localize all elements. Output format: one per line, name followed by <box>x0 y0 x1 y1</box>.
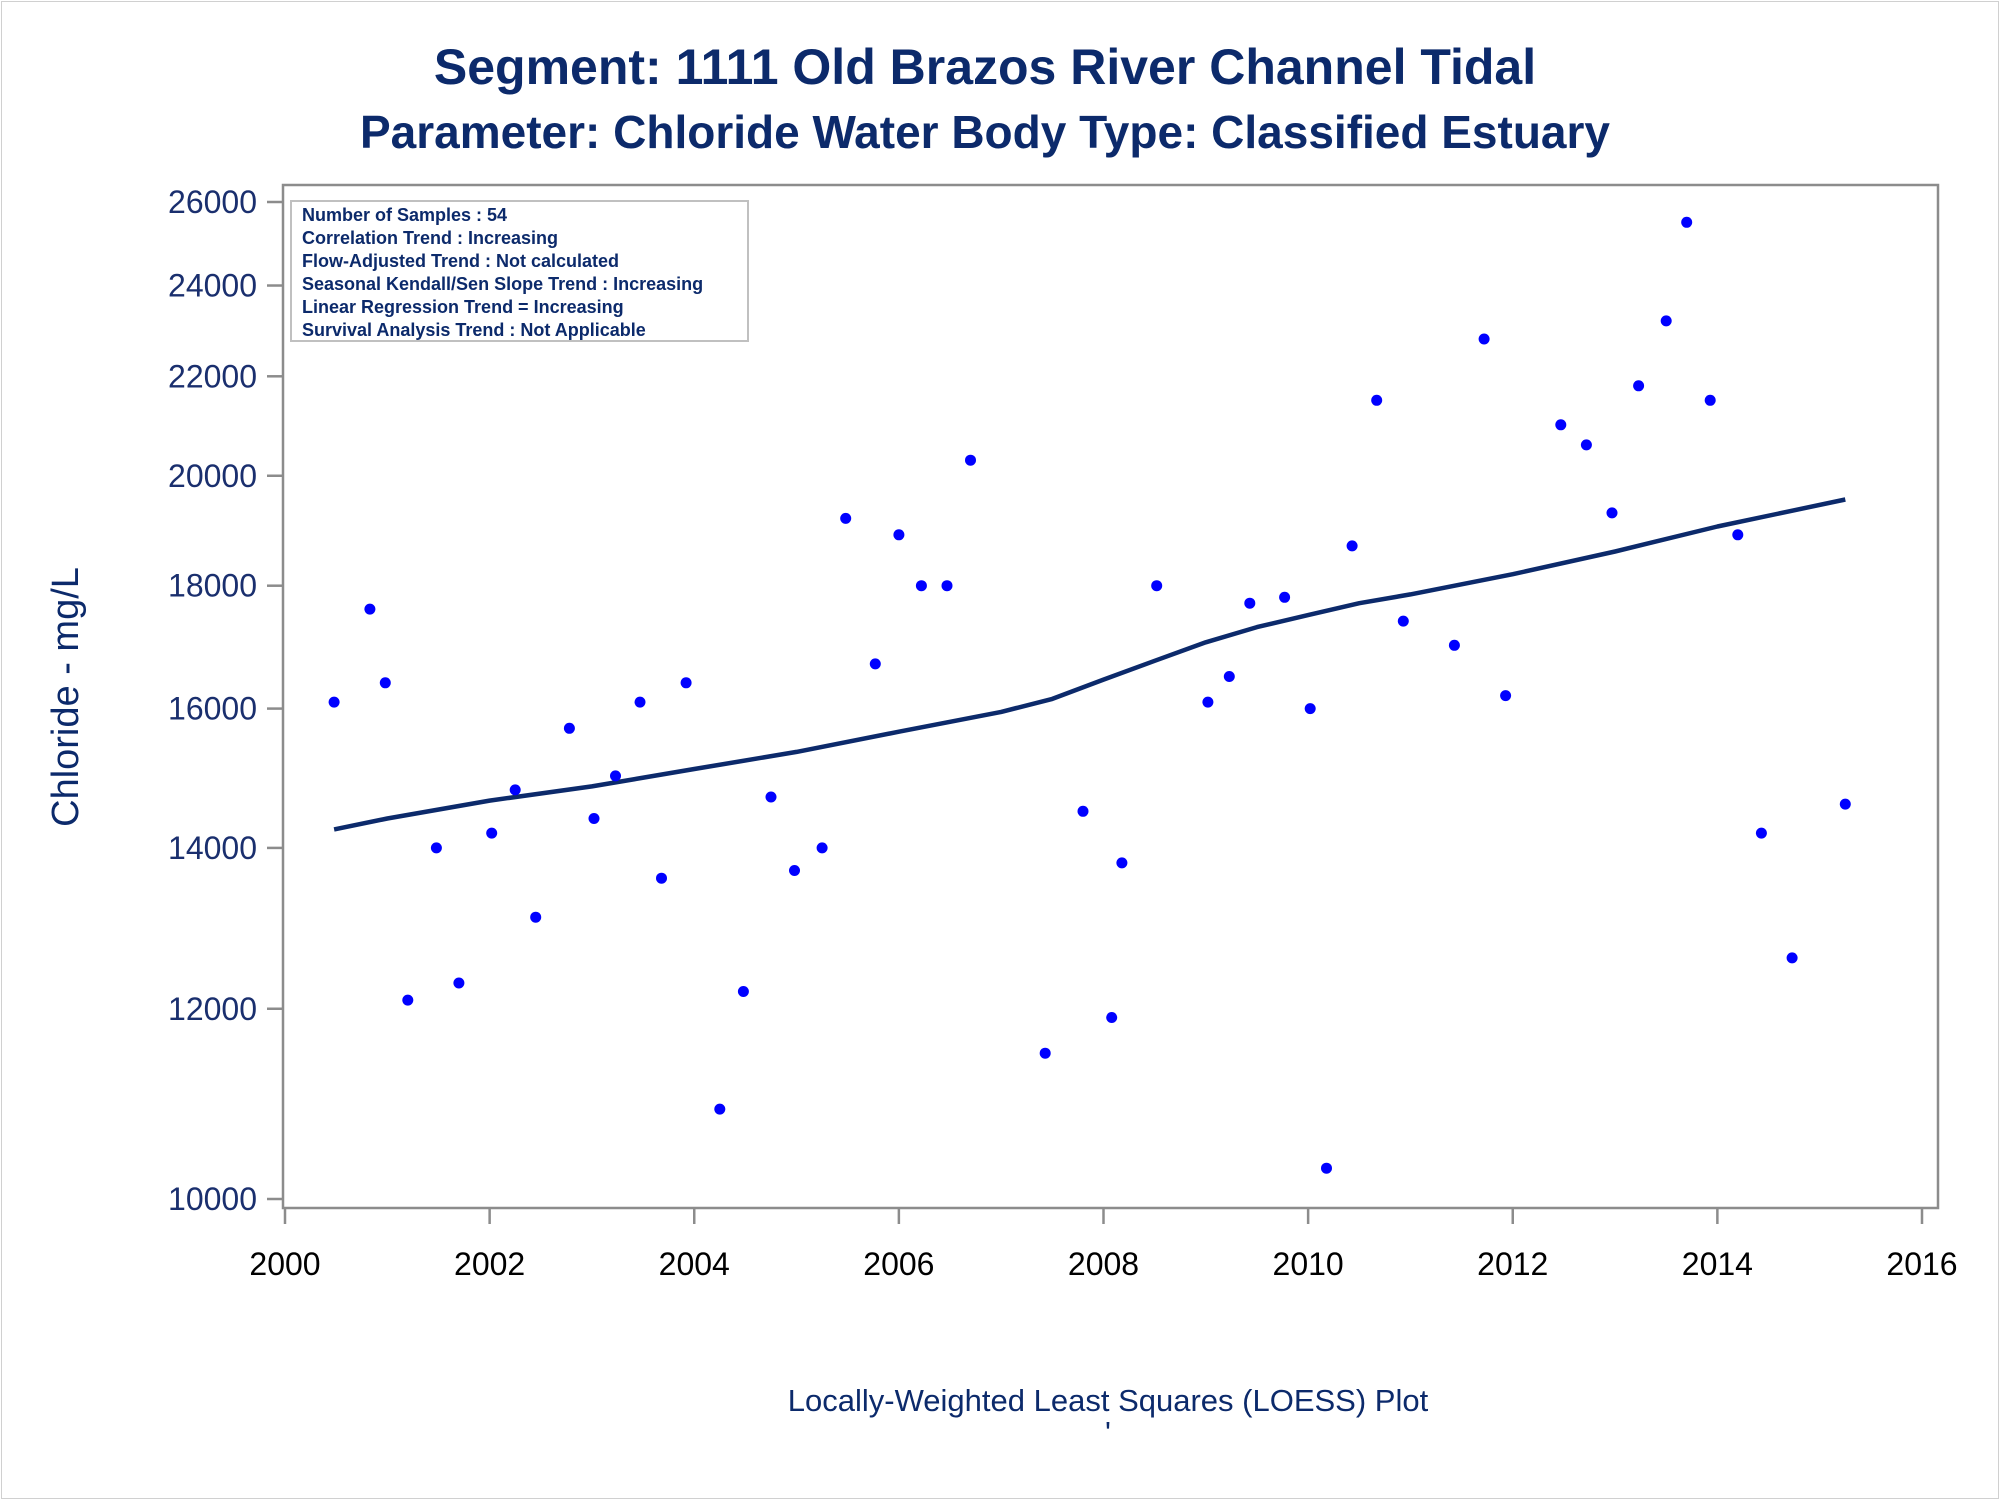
x-tick-label: 2010 <box>1273 1246 1344 1282</box>
data-point <box>1704 394 1716 406</box>
data-point <box>1580 439 1592 451</box>
data-point <box>402 994 414 1006</box>
data-point <box>1397 615 1409 627</box>
y-tick-label: 24000 <box>168 268 257 304</box>
y-tick-label: 22000 <box>168 358 257 394</box>
data-point <box>1304 703 1316 715</box>
data-point <box>1106 1012 1118 1023</box>
stats-box: Number of Samples : 54 Correlation Trend … <box>290 200 749 342</box>
data-point <box>563 722 575 734</box>
stats-line: Linear Regression Trend = Increasing <box>302 297 624 317</box>
y-tick-label: 10000 <box>168 1181 257 1217</box>
plot-area <box>281 183 1940 1210</box>
data-point <box>1755 827 1767 839</box>
y-tick-label: 26000 <box>168 184 257 220</box>
data-point <box>1555 419 1567 431</box>
data-point <box>610 770 621 782</box>
data-point <box>634 696 646 708</box>
data-point <box>379 677 391 689</box>
data-point <box>1371 394 1383 406</box>
data-point <box>789 865 800 876</box>
data-point <box>1346 540 1358 552</box>
data-point <box>1151 580 1163 592</box>
stats-lines: Number of Samples : 54 Correlation Trend … <box>302 205 703 340</box>
stats-box-border <box>290 200 749 342</box>
x-tick-label: 2016 <box>1886 1246 1957 1282</box>
data-point <box>714 1103 726 1115</box>
data-point <box>1786 952 1798 964</box>
data-point <box>453 977 465 989</box>
data-point <box>509 784 521 796</box>
y-tick-label: 18000 <box>168 568 257 604</box>
data-point <box>1633 380 1645 392</box>
x-tick-label: 2002 <box>454 1246 525 1282</box>
data-points <box>328 216 1851 1174</box>
chart-title: Segment: 1111 Old Brazos River Channel T… <box>434 39 1536 95</box>
data-point <box>1660 315 1672 327</box>
x-tick-label: 2000 <box>249 1246 320 1282</box>
data-point <box>765 791 777 803</box>
data-point <box>1839 798 1851 810</box>
y-tick-label: 14000 <box>168 830 257 866</box>
stats-line: Number of Samples : 54 <box>302 205 507 225</box>
data-point <box>1606 507 1618 519</box>
data-point <box>1223 671 1235 682</box>
data-point <box>893 529 905 541</box>
data-point <box>430 842 442 854</box>
y-axis-label: Chloride - mg/L <box>45 567 87 827</box>
data-point <box>1681 216 1693 228</box>
stats-line: Seasonal Kendall/Sen Slope Trend : Incre… <box>302 274 703 294</box>
data-point <box>1279 591 1291 603</box>
data-point <box>656 872 667 884</box>
data-point <box>1244 597 1256 609</box>
data-point <box>1202 696 1214 708</box>
x-tick-label: 2004 <box>659 1246 730 1282</box>
data-point <box>1500 690 1512 702</box>
data-point <box>840 512 852 524</box>
data-point <box>869 658 881 670</box>
data-point <box>588 813 600 824</box>
x-tick-label: 2006 <box>863 1246 934 1282</box>
data-point <box>530 911 542 923</box>
data-point <box>1732 529 1744 541</box>
data-point <box>1077 805 1089 817</box>
data-point <box>816 842 828 854</box>
x-tick-label: 2008 <box>1068 1246 1139 1282</box>
footnote: Locally-Weighted Least Squares (LOESS) P… <box>788 1383 1429 1418</box>
data-point <box>1478 333 1490 345</box>
stats-line: Flow-Adjusted Trend : Not calculated <box>302 251 619 271</box>
data-point <box>965 454 976 466</box>
x-tick-label: 2014 <box>1682 1246 1753 1282</box>
stats-line: Survival Analysis Trend : Not Applicable <box>302 320 646 340</box>
data-point <box>1321 1162 1332 1174</box>
x-tick-label: 2012 <box>1477 1246 1548 1282</box>
data-point <box>1039 1047 1051 1059</box>
stats-line: Correlation Trend : Increasing <box>302 228 558 248</box>
data-point <box>915 580 927 592</box>
x-axis: 2000 2002 2004 2006 2008 2010 2012 2014 2016 <box>249 1208 1958 1282</box>
data-point <box>737 986 749 997</box>
y-tick-label: 16000 <box>168 691 257 727</box>
chart-subtitle: Parameter: Chloride Water Body Type: Cla… <box>360 106 1610 158</box>
data-point <box>328 696 340 708</box>
data-point <box>1116 857 1128 869</box>
data-point <box>1448 639 1460 651</box>
y-tick-label: 12000 <box>168 991 257 1027</box>
loess-trend-line <box>333 497 1846 832</box>
footnote-mark: ' <box>1105 1415 1111 1450</box>
data-point <box>680 677 692 689</box>
data-point <box>941 580 953 592</box>
y-axis: 10000 12000 14000 16000 18000 20000 22000 24000… <box>168 184 283 1217</box>
data-point <box>364 603 376 615</box>
y-tick-label: 20000 <box>168 458 257 494</box>
data-point <box>486 827 498 839</box>
